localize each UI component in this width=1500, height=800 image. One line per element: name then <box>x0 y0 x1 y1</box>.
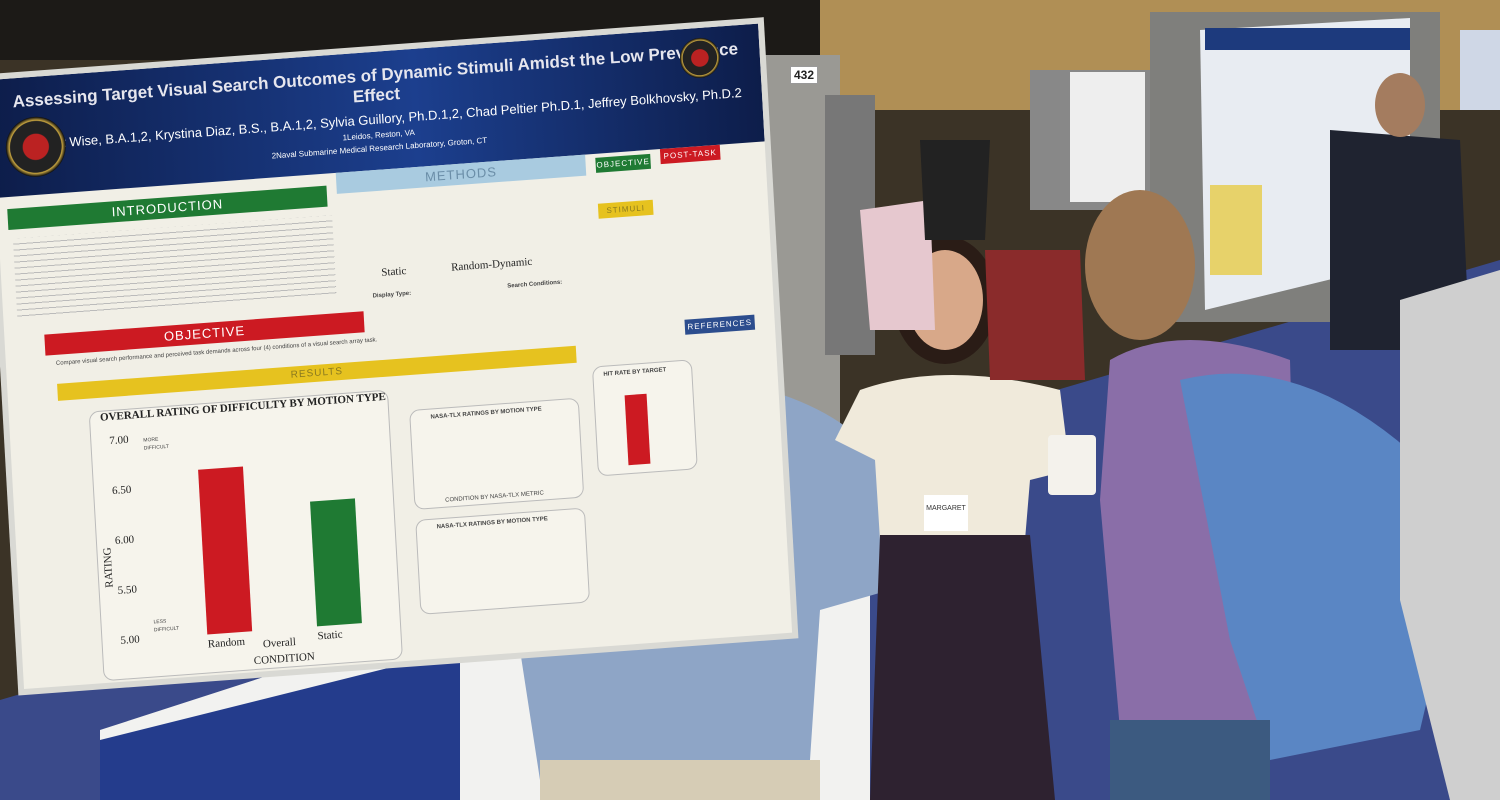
poster: Assessing Target Visual Search Outcomes … <box>0 23 793 690</box>
introduction-text <box>12 215 337 319</box>
display-type-label: Display Type: <box>372 290 412 300</box>
references-header: REFERENCES <box>684 314 756 335</box>
more-difficult-label: MORE DIFFICULT <box>143 436 170 452</box>
plot-area: Random Static <box>181 421 392 650</box>
bar-random <box>198 466 253 635</box>
name-badge <box>924 495 968 531</box>
hit-rate-chart: HIT RATE BY TARGET <box>591 359 698 477</box>
category-label: Random <box>207 635 246 651</box>
stimuli-header: STIMULI <box>597 199 654 219</box>
background-people <box>860 73 1500 800</box>
hit-rate-title: HIT RATE BY TARGET <box>603 367 667 378</box>
nasa-tlx-chart-2: NASA-TLX RATINGS BY MOTION TYPE <box>415 507 591 615</box>
nasa-title-1: NASA-TLX RATINGS BY MOTION TYPE <box>430 406 542 421</box>
post-task-header: POST-TASK <box>659 144 721 165</box>
y-tick-label: 7.00 <box>109 433 129 448</box>
hit-rate-bar <box>624 393 651 466</box>
nasa-xlabel-1: CONDITION BY NASA-TLX METRIC <box>445 490 545 504</box>
x-axis-label: CONDITION <box>253 650 316 668</box>
y-tick-label: 6.00 <box>114 533 135 548</box>
board-number: 432 <box>790 66 819 84</box>
bar-static <box>310 498 362 627</box>
y-tick-label: 6.50 <box>111 483 132 498</box>
less-difficult-label: LESS DIFFICULT <box>153 618 180 634</box>
man-backpack <box>1085 190 1460 800</box>
coffee-cup <box>1048 435 1096 495</box>
y-tick-label: 5.00 <box>120 633 141 647</box>
search-conditions-label: Search Conditions: <box>507 279 563 290</box>
main-chart: OVERALL RATING OF DIFFICULTY BY MOTION T… <box>88 389 403 682</box>
y-tick-label: 5.50 <box>117 583 138 597</box>
badge-name: MARGARET <box>926 505 966 512</box>
category-label: Static <box>317 628 343 643</box>
static-label: Static <box>381 264 407 279</box>
y-axis-label: RATING <box>101 546 116 589</box>
nasa-title-2: NASA-TLX RATINGS BY MOTION TYPE <box>436 516 549 531</box>
group-label: Overall <box>262 636 297 651</box>
nasa-tlx-chart-1: NASA-TLX RATINGS BY MOTION TYPE CONDITIO… <box>409 397 585 510</box>
random-dynamic-label: Random-Dynamic <box>450 255 533 274</box>
objective-small-header: OBJECTIVE <box>595 153 651 173</box>
chart-title: OVERALL RATING OF DIFFICULTY BY MOTION T… <box>99 390 387 424</box>
